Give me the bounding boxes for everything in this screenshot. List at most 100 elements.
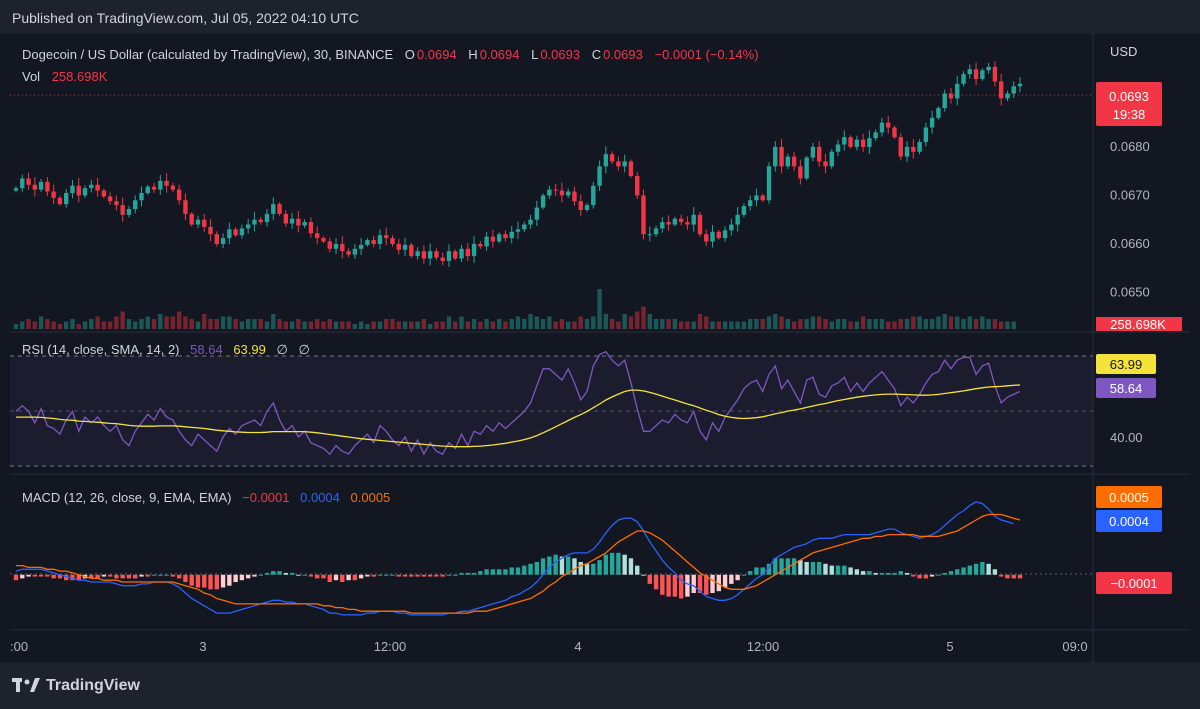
- candle-body: [591, 185, 596, 206]
- candle-body: [321, 238, 326, 242]
- candle-body: [660, 222, 665, 229]
- volume-bar: [340, 321, 345, 329]
- macd-hist-bar: [271, 571, 276, 575]
- candle: [961, 71, 966, 87]
- candle: [38, 178, 44, 193]
- time-axis-ticks[interactable]: :00 3 12:00 4 12:00 5 09:0: [10, 639, 1088, 654]
- macd-hist-bar: [459, 572, 464, 575]
- candle: [51, 184, 56, 204]
- macd-hist-bar: [641, 574, 646, 576]
- last-price-badge: 0.0693 19:38: [1096, 82, 1162, 126]
- volume-bar: [1005, 321, 1010, 329]
- macd-hist-bar: [1005, 574, 1010, 579]
- volume-bar: [258, 319, 263, 329]
- candle-body: [409, 244, 414, 257]
- candle-body: [515, 229, 521, 232]
- candle-body: [390, 238, 395, 244]
- volume-bar: [227, 316, 232, 329]
- macd-hist-bar: [145, 574, 150, 577]
- candle: [722, 226, 728, 242]
- macd-hist-bar: [892, 572, 897, 575]
- candle-body: [817, 146, 822, 162]
- candle: [82, 185, 88, 199]
- rsi-legend[interactable]: RSI (14, close, SMA, 14, 2) 58.64 63.99 …: [22, 342, 312, 358]
- macd-hist-bar: [321, 574, 326, 579]
- macd-hist-bar: [20, 574, 25, 579]
- candle-body: [158, 180, 163, 190]
- macd-hist-bar: [980, 561, 985, 575]
- macd-hist-bar: [509, 567, 514, 575]
- volume-bar: [710, 321, 715, 329]
- candle: [446, 244, 452, 268]
- volume-bar: [540, 319, 546, 329]
- tradingview-logo-icon: [12, 678, 40, 692]
- candle: [151, 182, 157, 194]
- price-axis-ticks[interactable]: 0.0650 0.0660 0.0670 0.0680: [1110, 139, 1150, 300]
- chart-frame[interactable]: USD 0.0650 0.0660 0.0670 0.0680 0.0693 19:3…: [10, 34, 1190, 662]
- volume-bar: [936, 316, 941, 329]
- candle-body: [13, 188, 19, 191]
- candle: [233, 227, 238, 237]
- chart-svg[interactable]: USD 0.0650 0.0660 0.0670 0.0680 0.0693 19:3…: [10, 34, 1190, 662]
- candle: [597, 160, 602, 191]
- volume-bar: [666, 319, 671, 329]
- volume-legend[interactable]: Vol 258.698K: [22, 69, 109, 84]
- macd-hist-bar: [961, 567, 966, 575]
- macd-hist-bar: [804, 561, 809, 575]
- candle-body: [139, 193, 144, 201]
- volume-bar: [396, 321, 401, 329]
- rsi-label[interactable]: RSI (14, close, SMA, 14, 2): [22, 342, 180, 357]
- candle-body: [233, 229, 238, 236]
- macd-label[interactable]: MACD (12, 26, close, 9, EMA, EMA): [22, 490, 232, 505]
- candle: [258, 216, 263, 225]
- macd-hist-bar: [371, 574, 376, 577]
- candle: [346, 248, 351, 258]
- candles[interactable]: [13, 61, 1023, 268]
- volume-bar: [440, 321, 445, 329]
- candle: [716, 229, 721, 240]
- candle-body: [672, 218, 678, 225]
- candle: [377, 229, 383, 250]
- candle-body: [51, 191, 56, 198]
- macd-hist-bar: [766, 563, 772, 575]
- macd-hist-bar: [26, 574, 31, 577]
- volume-bar: [911, 316, 916, 329]
- macd-histogram: [13, 552, 1023, 599]
- candle: [396, 239, 401, 255]
- macd-hist-bar: [660, 574, 665, 595]
- time-tick-label: :00: [10, 639, 28, 654]
- volume-label[interactable]: Vol: [22, 69, 41, 84]
- candle: [202, 213, 207, 233]
- candle-body: [691, 214, 696, 225]
- volume-bar: [277, 319, 282, 329]
- symbol-legend[interactable]: Dogecoin / US Dollar (calculated by Trad…: [22, 47, 761, 62]
- volume-bar: [296, 319, 301, 329]
- candle: [515, 221, 521, 239]
- candle: [691, 207, 696, 232]
- volume-bar: [622, 314, 627, 329]
- rsi-lines: [15, 350, 1021, 456]
- candle: [214, 231, 219, 247]
- candle-body: [440, 257, 445, 261]
- macd-hist-bar: [929, 574, 935, 577]
- macd-hist-bar: [315, 574, 320, 579]
- macd-legend[interactable]: MACD (12, 26, close, 9, EMA, EMA) −0.000…: [22, 490, 392, 505]
- macd-hist-bar: [302, 574, 307, 576]
- rsi-line: [15, 350, 1021, 456]
- macd-hist-bar: [120, 574, 125, 579]
- candle-body: [779, 146, 784, 167]
- tradingview-logo[interactable]: TradingView: [12, 677, 140, 695]
- volume-bar: [158, 314, 163, 329]
- candle-body: [722, 230, 728, 239]
- macd-hist-bar: [164, 574, 169, 576]
- volume-bar: [139, 319, 144, 329]
- volume-bar: [998, 321, 1004, 329]
- candle: [798, 159, 803, 185]
- volume-bar: [371, 321, 376, 329]
- volume-bar: [176, 311, 182, 329]
- symbol-title[interactable]: Dogecoin / US Dollar (calculated by Trad…: [22, 47, 394, 62]
- macd-hist-bar: [208, 574, 213, 590]
- candle: [817, 141, 822, 167]
- volume-bar: [867, 319, 872, 329]
- rsi-sma-line: [16, 384, 1021, 448]
